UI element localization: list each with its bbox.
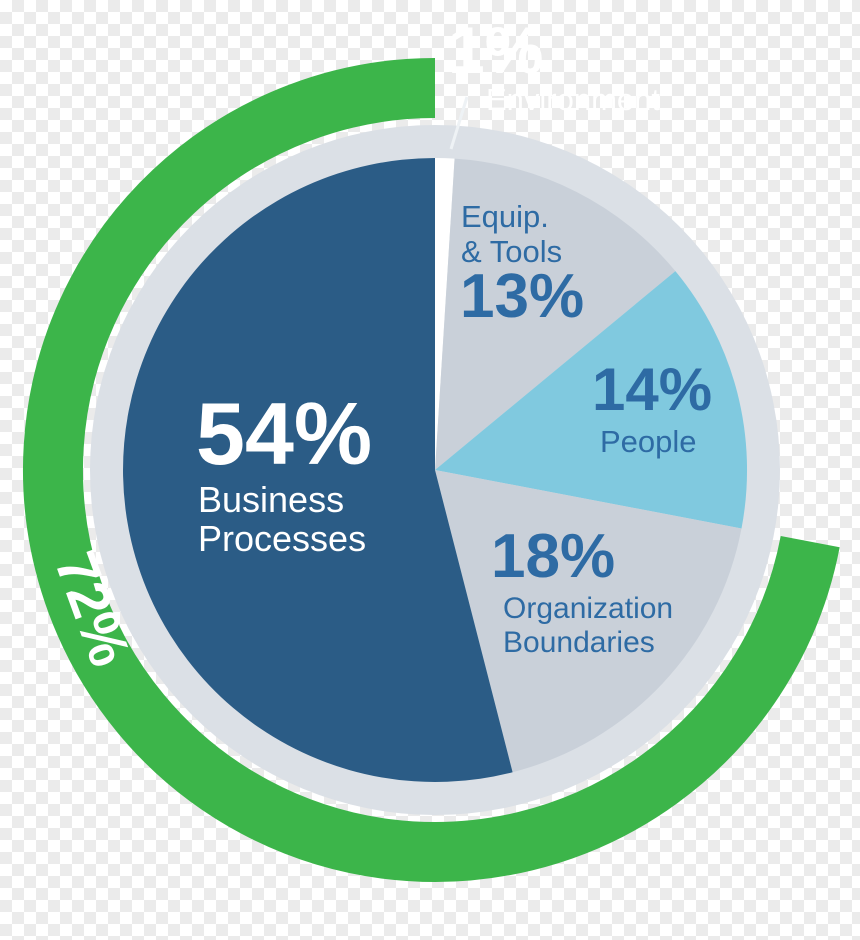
slice-business-processes [123,158,513,782]
organization-boundaries-label-line1: Organization [503,592,674,625]
slice-people [435,271,748,529]
slice-equip-tools [435,158,676,470]
business-processes-percentage: 54% [196,384,373,483]
environment-percentage: 1% [448,13,544,87]
people-label: People [600,424,697,459]
equip-tools-label-line1: Equip. [461,199,549,234]
equip-tools-label-line2: & Tools [461,234,563,269]
organization-boundaries-label-line2: Boundaries [503,626,655,659]
environment-leader-line [449,96,469,150]
equip-tools-percentage: 13% [460,262,585,331]
business-processes-label-line2: Processes [198,518,367,559]
business-processes-label-line1: Business [198,479,345,520]
slice-organization-boundaries [435,470,742,773]
slice-environment [435,157,455,471]
outer-progress-ring [22,58,840,882]
organization-boundaries-percentage: 18% [491,522,616,591]
environment-label: Environment [486,82,661,117]
people-percentage: 14% [592,356,713,423]
